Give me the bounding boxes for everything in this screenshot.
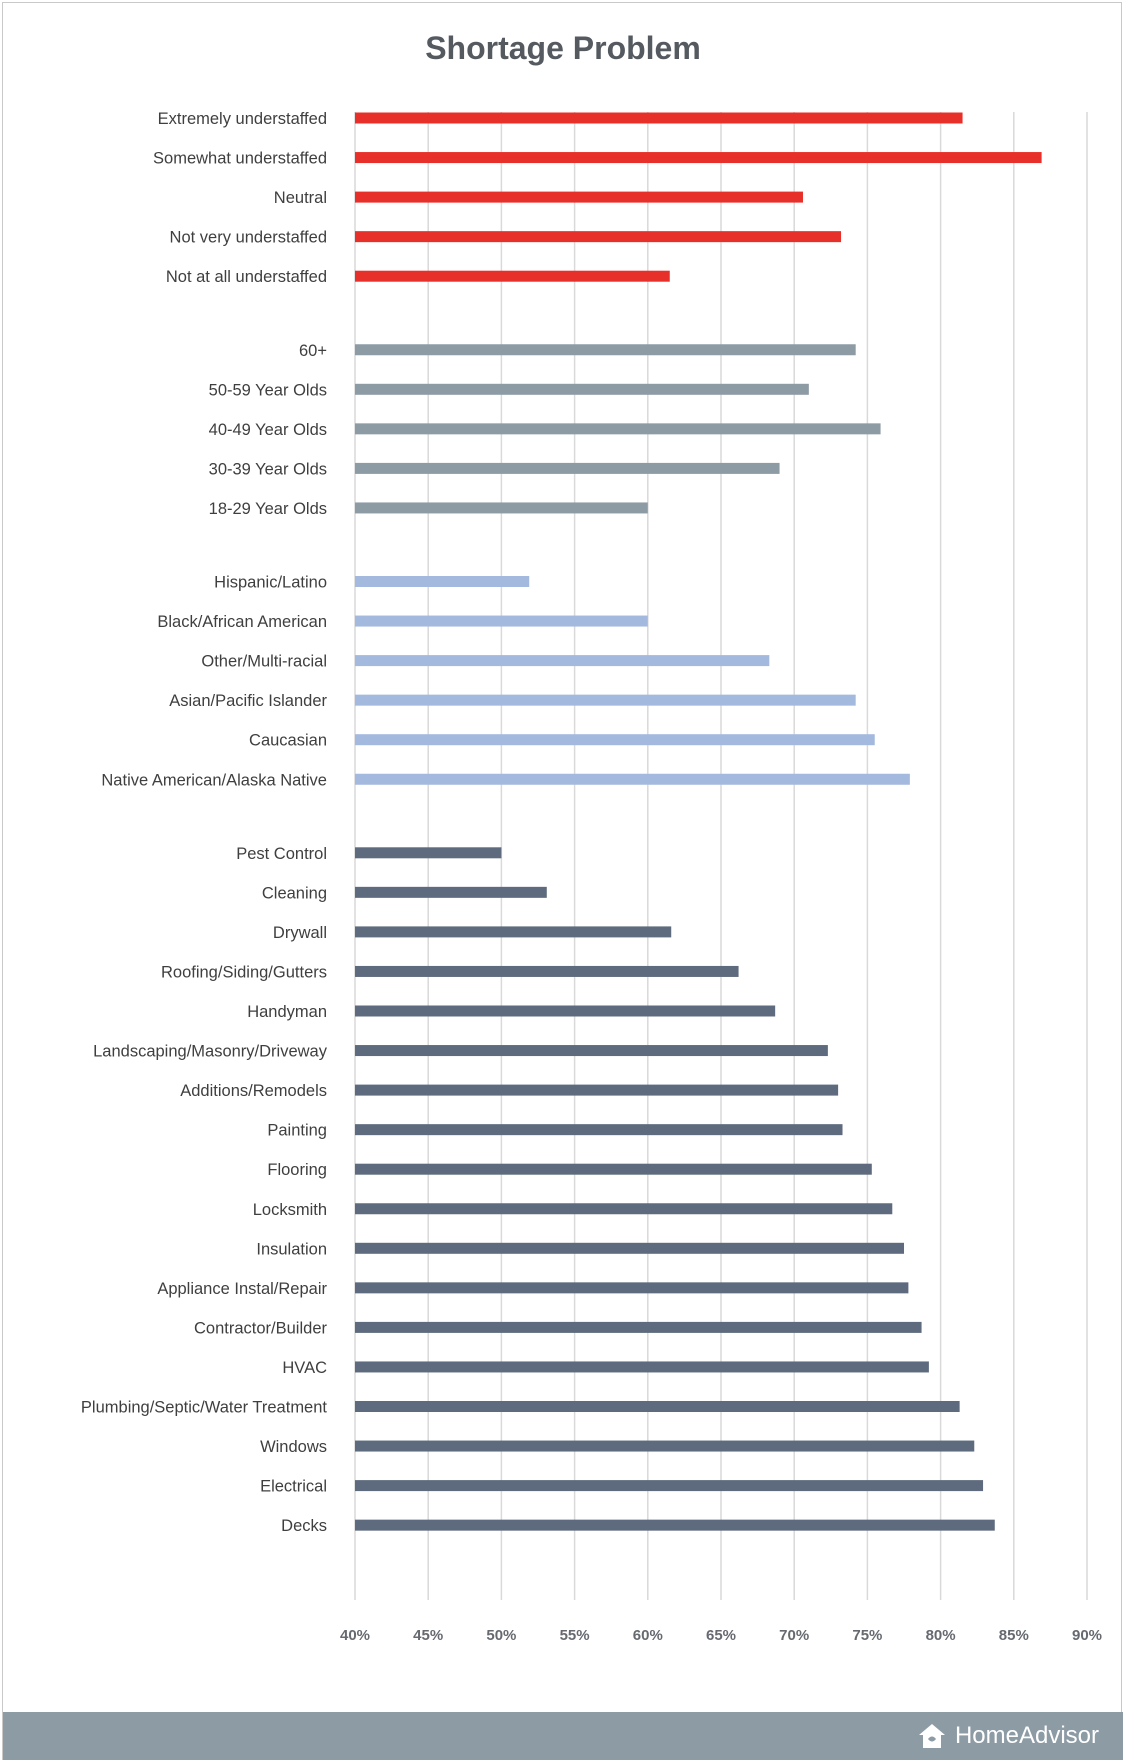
bar (355, 1519, 995, 1531)
category-label: Black/African American (157, 613, 327, 631)
bar (355, 886, 547, 898)
grid-lines (354, 112, 1088, 1600)
category-label: Flooring (267, 1161, 327, 1179)
category-label: Handyman (247, 1003, 327, 1021)
category-label: 40-49 Year Olds (209, 421, 327, 439)
category-label: Cleaning (262, 884, 327, 902)
category-label: Other/Multi-racial (201, 653, 327, 671)
category-label: Native American/Alaska Native (101, 771, 327, 789)
bar (355, 1163, 872, 1175)
category-label: 30-39 Year Olds (209, 460, 327, 478)
bar (355, 423, 881, 435)
x-tick-label: 90% (1072, 1627, 1102, 1644)
x-tick-label: 65% (706, 1627, 736, 1644)
bar (355, 965, 739, 977)
bar (355, 615, 648, 627)
bar (355, 1480, 984, 1492)
category-label: Painting (267, 1122, 327, 1140)
category-label: 18-29 Year Olds (209, 500, 327, 518)
bar (355, 1361, 929, 1373)
bar (355, 1282, 909, 1294)
footer-bar: HomeAdvisor (3, 1712, 1123, 1760)
x-axis-ticks: 40% 45% 50% 55% 60% 65% 70% 75% 80% 85% 90% (340, 1627, 1102, 1644)
x-tick-label: 40% (340, 1627, 370, 1644)
category-label: 50-59 Year Olds (209, 381, 327, 399)
bar (355, 462, 780, 474)
bar (355, 152, 1042, 164)
category-label: Asian/Pacific Islander (169, 692, 327, 710)
house-icon (918, 1724, 945, 1748)
bar (355, 1203, 893, 1215)
x-tick-label: 45% (413, 1627, 443, 1644)
category-label: Extremely understaffed (158, 110, 327, 128)
category-label: HVAC (282, 1359, 327, 1377)
category-label: Locksmith (253, 1201, 327, 1219)
bar (355, 694, 856, 706)
x-tick-label: 85% (999, 1627, 1029, 1644)
category-labels: Extremely understaffed Somewhat understaf… (81, 110, 328, 1535)
bar (355, 1005, 776, 1017)
category-label: Windows (260, 1438, 327, 1456)
bars (355, 112, 1042, 1531)
category-label: 60+ (299, 342, 327, 360)
category-label: Not at all understaffed (166, 268, 327, 286)
bar (355, 383, 809, 395)
bar (355, 344, 856, 356)
bar (355, 1242, 904, 1254)
category-label: Appliance Instal/Repair (157, 1280, 327, 1298)
x-tick-label: 70% (779, 1627, 809, 1644)
x-tick-label: 60% (633, 1627, 663, 1644)
bar (355, 1045, 828, 1057)
category-label: Roofing/Siding/Gutters (161, 963, 327, 981)
category-label: Pest Control (236, 845, 327, 863)
category-label: Drywall (273, 924, 327, 942)
category-label: Hispanic/Latino (214, 574, 327, 592)
bar (355, 1401, 960, 1412)
bar (355, 502, 648, 514)
bar (355, 926, 672, 938)
x-tick-label: 80% (926, 1627, 956, 1644)
chart-title: Shortage Problem (425, 30, 701, 66)
bar-chart: Extremely understaffed Somewhat understaf… (81, 110, 1102, 1644)
bar (355, 1321, 922, 1333)
bar (355, 1440, 975, 1452)
brand-logo: HomeAdvisor (917, 1722, 1099, 1750)
bar (355, 112, 963, 124)
category-label: Caucasian (249, 732, 327, 750)
category-label: Contractor/Builder (194, 1319, 327, 1337)
bar (355, 576, 530, 587)
category-label: Not very understaffed (170, 229, 327, 247)
category-label: Landscaping/Masonry/Driveway (93, 1043, 328, 1061)
bar (355, 231, 842, 243)
bar (355, 773, 910, 785)
x-tick-label: 50% (486, 1627, 516, 1644)
bar (355, 847, 502, 859)
x-tick-label: 55% (560, 1627, 590, 1644)
brand-name: HomeAdvisor (954, 1722, 1099, 1749)
category-label: Additions/Remodels (180, 1082, 327, 1100)
bar (355, 1084, 839, 1096)
category-label: Plumbing/Septic/Water Treatment (81, 1399, 327, 1417)
category-label: Insulation (256, 1240, 327, 1258)
category-label: Neutral (274, 189, 327, 207)
category-label: Somewhat understaffed (153, 150, 327, 168)
bar (355, 734, 875, 746)
bar (355, 270, 670, 282)
category-label: Electrical (260, 1478, 327, 1496)
bar (355, 655, 770, 667)
bar (355, 191, 803, 203)
bar (355, 1124, 843, 1136)
x-tick-label: 75% (852, 1627, 882, 1644)
category-label: Decks (281, 1517, 327, 1535)
